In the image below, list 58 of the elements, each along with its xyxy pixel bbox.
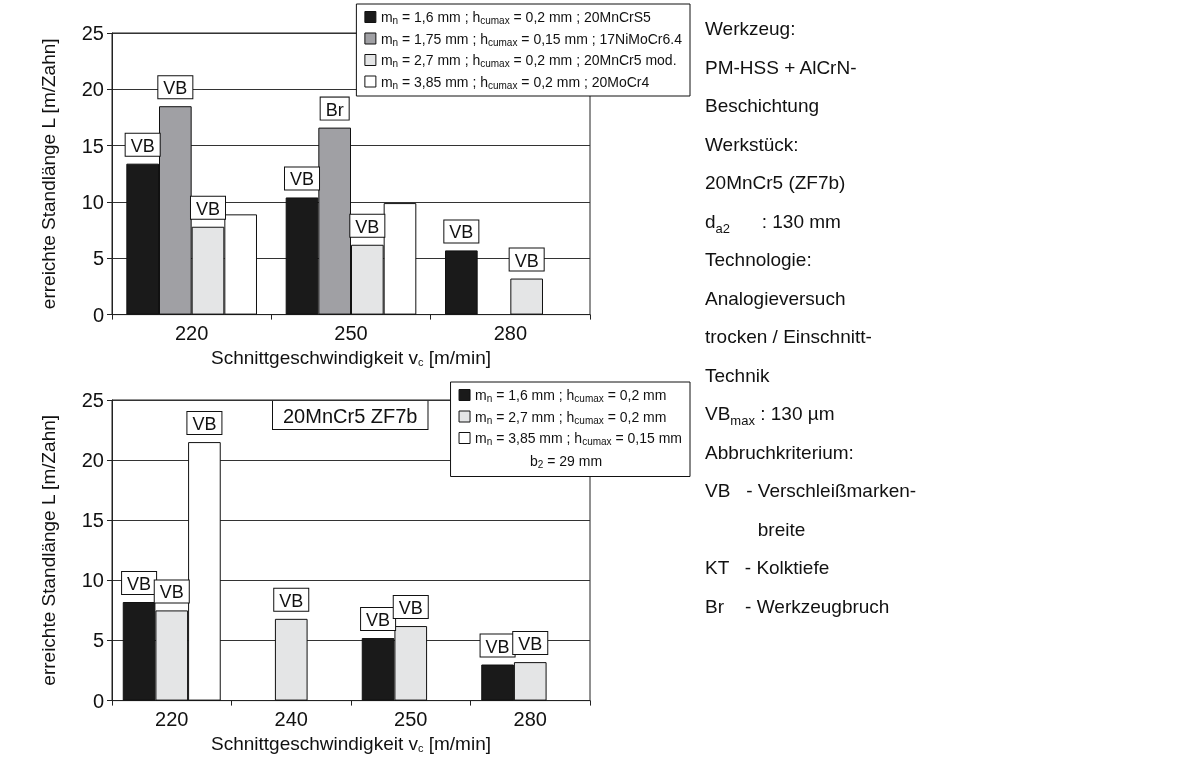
text: Br - Werkzeugbruch (705, 595, 891, 619)
text: Werkstück: (705, 133, 800, 157)
y-tick-label: 5 (92, 629, 104, 652)
text: Technologie: (705, 249, 813, 272)
text: trocken / Einschnitt- (705, 326, 873, 349)
y-tick-label: 25 (81, 22, 104, 44)
data-label: VB (355, 216, 380, 237)
data-label: VB (485, 636, 510, 657)
text: VB$_{max}$ : 130 µm (705, 403, 836, 430)
y-tick-label: 5 (92, 247, 104, 270)
text: Werkzeug: (705, 18, 797, 41)
data-label: VB (279, 590, 304, 611)
text: VB - Verschleißmarken- (705, 480, 917, 503)
bar (510, 278, 543, 315)
y-tick-label: 0 (92, 689, 104, 712)
y-tick-label: 15 (81, 509, 104, 532)
y-axis-title: erreichte Standlänge L [m/Zahn] (37, 414, 59, 686)
bar (274, 618, 308, 701)
y-tick-label: 20 (81, 78, 104, 101)
data-label: VB (130, 135, 155, 156)
text: Beschichtung (705, 95, 821, 118)
text: PM-HSS + AlCrN- (705, 56, 858, 80)
text: Abbruchkriterium: (705, 441, 855, 465)
data-label: VB (290, 169, 315, 190)
data-label: VB (127, 574, 152, 594)
annotation: 20MnCr5 ZF7b (283, 405, 418, 427)
x-tick-label: 240 (274, 707, 308, 730)
x-tick-label: 250 (394, 707, 428, 730)
text: KT - Kolktiefe (705, 557, 831, 580)
data-label: VB (159, 582, 184, 603)
data-label: Br (325, 99, 344, 120)
y-tick-label: 25 (81, 389, 104, 411)
y-tick-label: 20 (81, 449, 104, 472)
y-tick-label: 10 (81, 569, 104, 592)
data-label: VB (366, 610, 391, 631)
data-label: VB (398, 598, 423, 619)
data-label: VB (195, 198, 221, 219)
data-label: VB (518, 634, 543, 655)
y-axis-title: erreichte Standlänge L [m/Zahn] (37, 38, 59, 310)
data-label: VB (449, 222, 474, 243)
x-tick-label: 280 (513, 707, 547, 730)
x-tick-label: 220 (174, 321, 209, 344)
x-tick-label: 280 (493, 321, 528, 344)
x-axis-title: Schnittgeschwindigkeit vc [m/min] (210, 346, 492, 368)
data-label: VB (192, 414, 217, 435)
x-tick-label: 220 (155, 707, 189, 730)
y-tick-label: 15 (81, 134, 104, 157)
data-label: VB (163, 78, 188, 99)
text: breite (756, 518, 807, 542)
y-tick-label: 10 (81, 190, 104, 213)
text: Technik (705, 364, 771, 388)
x-tick-label: 250 (334, 321, 368, 344)
y-tick-label: 0 (92, 303, 104, 326)
text: Analogieversuch (705, 287, 847, 311)
text: 20MnCr5 (ZF7b) (705, 172, 847, 195)
data-label: VB (514, 250, 539, 271)
x-axis-title: Schnittgeschwindigkeit vc [m/min] (210, 732, 492, 754)
text: d$_{a2}$ : 130 mm (705, 210, 841, 236)
